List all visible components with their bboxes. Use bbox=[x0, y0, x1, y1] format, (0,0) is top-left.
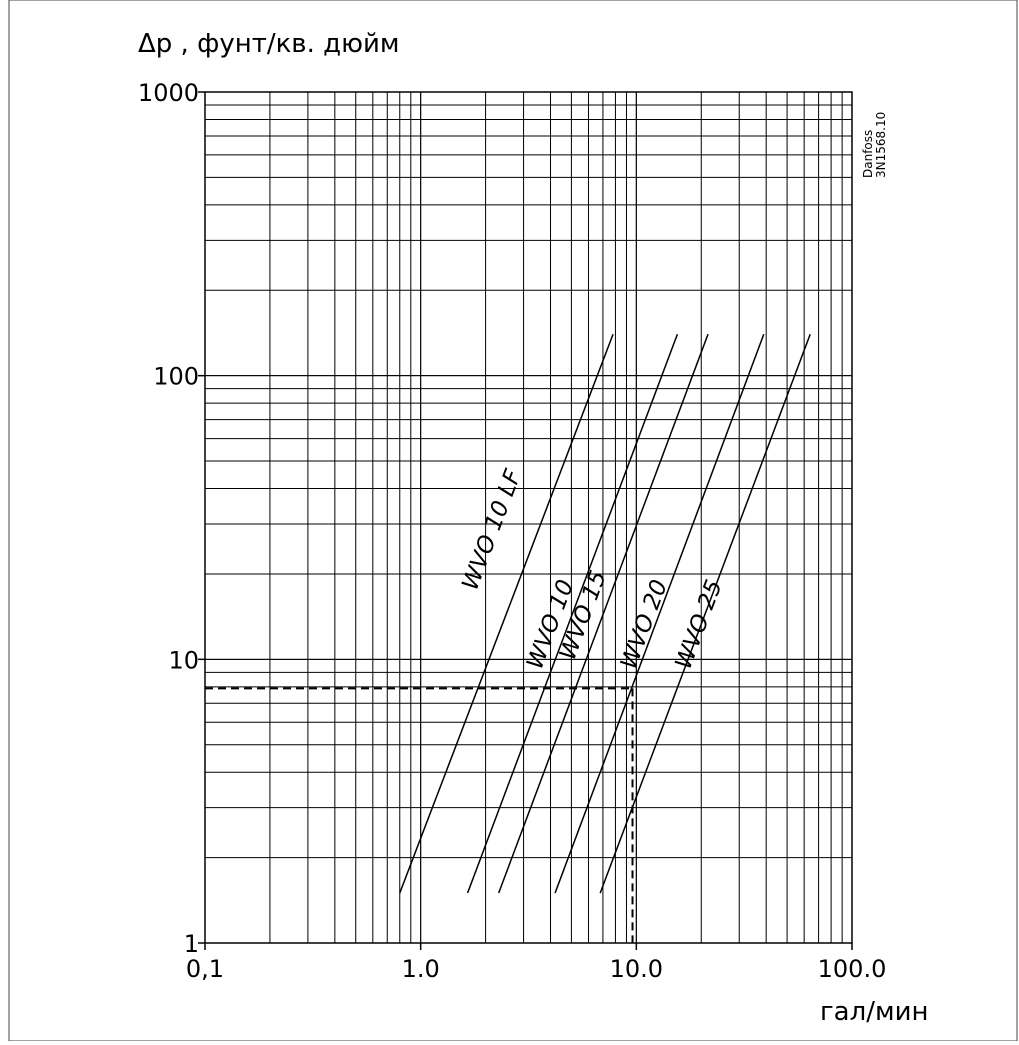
tick-labels: 0,1 1.0 10.0 100.0 1 10 100 1000 bbox=[138, 79, 886, 983]
x-axis-label: гал/мин bbox=[820, 997, 928, 1027]
y-tick-label: 100 bbox=[153, 363, 199, 391]
series-line bbox=[554, 333, 765, 894]
y-tick-label: 1000 bbox=[138, 79, 199, 107]
y-tick-label: 1 bbox=[184, 930, 199, 958]
y-tick-label: 10 bbox=[168, 646, 199, 674]
watermark: Danfoss 3N1568.10 bbox=[861, 112, 888, 178]
x-tick-label: 10.0 bbox=[610, 955, 663, 983]
series-label: WVO 20 bbox=[616, 576, 673, 672]
y-axis-label: Δp , фунт/кв. дюйм bbox=[138, 29, 400, 59]
series-line bbox=[466, 333, 679, 894]
series-line bbox=[599, 333, 811, 894]
x-tick-label: 1.0 bbox=[402, 955, 440, 983]
watermark-line-1: Danfoss bbox=[861, 130, 875, 178]
plot-border bbox=[204, 91, 853, 944]
series-line bbox=[399, 333, 614, 894]
x-tick-label: 100.0 bbox=[818, 955, 887, 983]
series-label: WVO 10 LF bbox=[457, 466, 527, 594]
series-label: WVO 25 bbox=[671, 576, 728, 672]
reference-point bbox=[205, 687, 634, 943]
series-line bbox=[497, 333, 709, 894]
watermark-line-2: 3N1568.10 bbox=[874, 112, 888, 178]
x-tick-label: 0,1 bbox=[186, 955, 224, 983]
